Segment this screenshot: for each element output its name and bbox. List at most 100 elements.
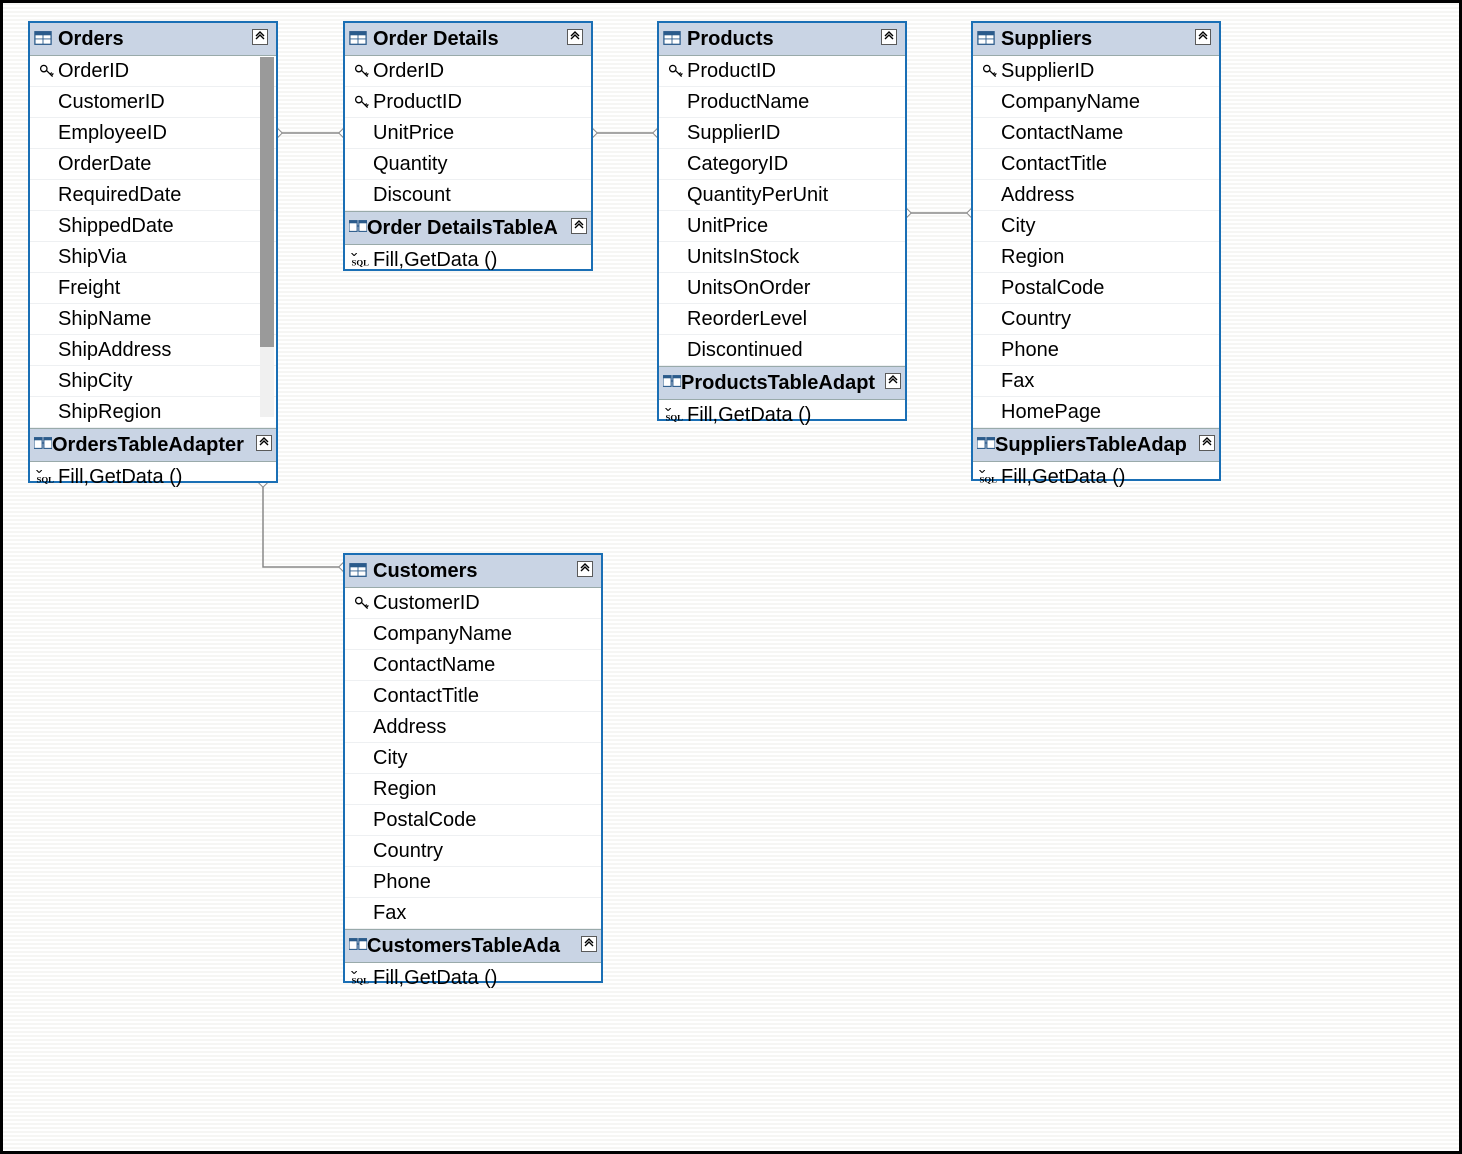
column-row[interactable]: ShipRegion	[30, 397, 276, 428]
relationship-line[interactable]	[263, 483, 343, 567]
column-row[interactable]: ShipCity	[30, 366, 276, 397]
sql-icon: SQL	[665, 408, 687, 422]
column-row[interactable]: Country	[973, 304, 1219, 335]
column-row[interactable]: UnitPrice	[659, 211, 905, 242]
column-row[interactable]: Region	[973, 242, 1219, 273]
column-name: CustomerID	[58, 91, 270, 114]
collapse-icon[interactable]	[567, 29, 587, 49]
column-row[interactable]: CategoryID	[659, 149, 905, 180]
column-row[interactable]: RequiredDate	[30, 180, 276, 211]
tableadapter-header[interactable]: ProductsTableAdapt	[659, 366, 905, 400]
column-row[interactable]: Fax	[973, 366, 1219, 397]
svg-text:SQL: SQL	[352, 257, 370, 267]
column-row[interactable]: QuantityPerUnit	[659, 180, 905, 211]
collapse-icon[interactable]	[581, 936, 597, 957]
column-name: ShipRegion	[58, 401, 270, 424]
adapter-method-row[interactable]: SQLFill,GetData ()	[345, 245, 591, 275]
column-row[interactable]: SupplierID	[973, 56, 1219, 87]
column-row[interactable]: CompanyName	[345, 619, 601, 650]
table-suppliers[interactable]: SuppliersSupplierIDCompanyNameContactNam…	[971, 21, 1221, 481]
column-list: OrderID CustomerID EmployeeIDOrderDateRequ…	[30, 56, 276, 428]
column-row[interactable]: UnitsOnOrder	[659, 273, 905, 304]
column-row[interactable]: Phone	[345, 867, 601, 898]
column-row[interactable]: ContactTitle	[345, 681, 601, 712]
table-customers[interactable]: CustomersCustomerIDCompanyNameContactNam…	[343, 553, 603, 983]
table-header[interactable]: Suppliers	[973, 23, 1219, 56]
column-row[interactable]: ContactName	[345, 650, 601, 681]
tableadapter-header[interactable]: CustomersTableAda	[345, 929, 601, 963]
tableadapter-header[interactable]: Order DetailsTableA	[345, 211, 591, 245]
collapse-icon[interactable]	[252, 29, 272, 49]
column-row[interactable]: OrderID	[345, 56, 591, 87]
column-row[interactable]: City	[973, 211, 1219, 242]
table-header[interactable]: Customers	[345, 555, 601, 588]
column-row[interactable]: ContactTitle	[973, 149, 1219, 180]
column-row[interactable]: EmployeeID	[30, 118, 276, 149]
column-row[interactable]: PostalCode	[345, 805, 601, 836]
column-row[interactable]: ShipAddress	[30, 335, 276, 366]
collapse-icon[interactable]	[256, 435, 272, 456]
collapse-icon[interactable]	[577, 561, 597, 581]
table-order-details[interactable]: Order DetailsOrderIDProductIDUnitPriceQu…	[343, 21, 593, 271]
column-row[interactable]: ProductID	[345, 87, 591, 118]
collapse-icon[interactable]	[1199, 435, 1215, 456]
column-row[interactable]: OrderID	[30, 56, 276, 87]
column-name: ContactTitle	[373, 685, 595, 708]
column-row[interactable]: Fax	[345, 898, 601, 929]
sql-icon: SQL	[351, 971, 373, 985]
column-row[interactable]: HomePage	[973, 397, 1219, 428]
column-name: CategoryID	[687, 153, 899, 176]
column-row[interactable]: SupplierID	[659, 118, 905, 149]
adapter-method-row[interactable]: SQLFill,GetData ()	[659, 400, 905, 430]
adapter-method-row[interactable]: SQLFill,GetData ()	[345, 963, 601, 993]
column-row[interactable]: ShipVia	[30, 242, 276, 273]
table-header[interactable]: Order Details	[345, 23, 591, 56]
column-row[interactable]: CompanyName	[973, 87, 1219, 118]
column-name: ShipVia	[58, 246, 270, 269]
column-row[interactable]: Discount	[345, 180, 591, 211]
column-row[interactable]: Quantity	[345, 149, 591, 180]
table-header[interactable]: Products	[659, 23, 905, 56]
column-row[interactable]: UnitsInStock	[659, 242, 905, 273]
table-title: Orders	[58, 28, 248, 51]
column-row[interactable]: ContactName	[973, 118, 1219, 149]
column-row[interactable]: Address	[345, 712, 601, 743]
column-row[interactable]: Address	[973, 180, 1219, 211]
column-row[interactable]: Discontinued	[659, 335, 905, 366]
table-title: Products	[687, 28, 877, 51]
column-row[interactable]: Phone	[973, 335, 1219, 366]
column-row[interactable]: UnitPrice	[345, 118, 591, 149]
table-header[interactable]: Orders	[30, 23, 276, 56]
primary-key-icon	[36, 63, 58, 79]
dataset-designer-canvas[interactable]: Orders OrderID CustomerID EmployeeIDOrderDa…	[0, 0, 1462, 1154]
table-orders[interactable]: Orders OrderID CustomerID EmployeeIDOrderDa…	[28, 21, 278, 483]
column-row[interactable]: Freight	[30, 273, 276, 304]
column-row[interactable]: PostalCode	[973, 273, 1219, 304]
adapter-method-row[interactable]: SQLFill,GetData ()	[973, 462, 1219, 492]
adapter-method-row[interactable]: SQLFill,GetData ()	[30, 462, 276, 492]
column-row[interactable]: ShipName	[30, 304, 276, 335]
column-row[interactable]: ProductName	[659, 87, 905, 118]
column-row[interactable]: ReorderLevel	[659, 304, 905, 335]
tableadapter-header[interactable]: OrdersTableAdapter	[30, 428, 276, 462]
table-products[interactable]: Products ProductIDProductNameSupplierID Ca…	[657, 21, 907, 421]
column-row[interactable]: OrderDate	[30, 149, 276, 180]
column-row[interactable]: ProductID	[659, 56, 905, 87]
tableadapter-header[interactable]: SuppliersTableAdap	[973, 428, 1219, 462]
column-row[interactable]: Country	[345, 836, 601, 867]
scrollbar-thumb[interactable]	[260, 57, 274, 347]
column-list: OrderIDProductIDUnitPriceQuantityDiscoun…	[345, 56, 591, 211]
column-name: Fax	[1001, 370, 1213, 393]
collapse-icon[interactable]	[881, 29, 901, 49]
column-row[interactable]: CustomerID	[30, 87, 276, 118]
collapse-icon[interactable]	[1195, 29, 1215, 49]
collapse-icon[interactable]	[885, 373, 901, 394]
column-row[interactable]: CustomerID	[345, 588, 601, 619]
vertical-scrollbar[interactable]	[260, 57, 274, 417]
column-row[interactable]: Region	[345, 774, 601, 805]
table-icon	[349, 29, 369, 49]
column-name: Fax	[373, 902, 595, 925]
column-row[interactable]: City	[345, 743, 601, 774]
collapse-icon[interactable]	[571, 218, 587, 239]
column-row[interactable]: ShippedDate	[30, 211, 276, 242]
